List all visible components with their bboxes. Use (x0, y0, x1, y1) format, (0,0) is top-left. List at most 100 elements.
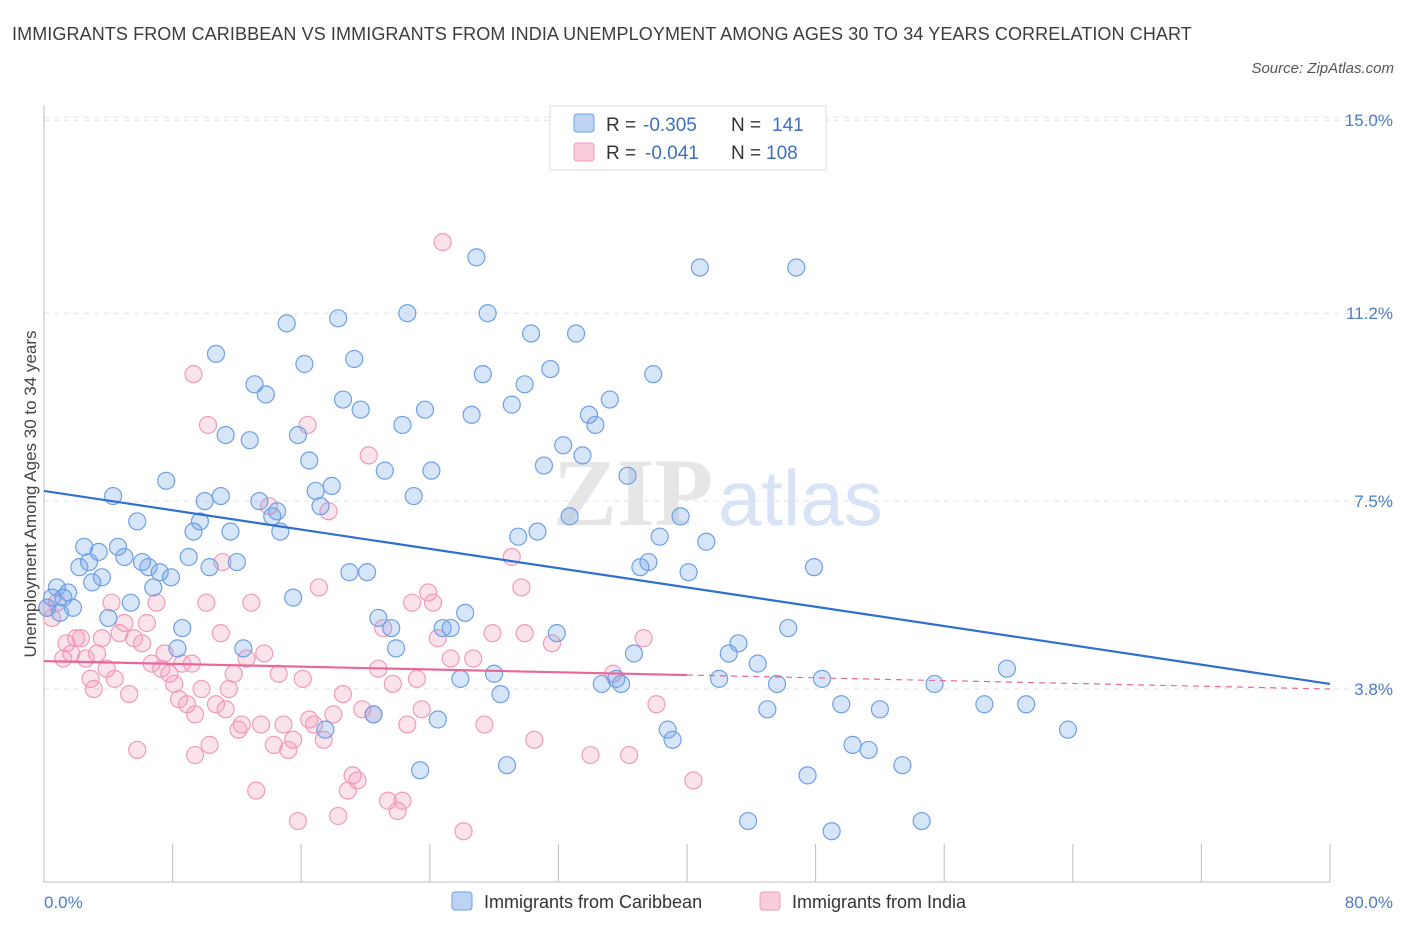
point-caribbean (99, 608, 118, 628)
point-caribbean (592, 674, 611, 694)
point-caribbean (221, 522, 240, 541)
bottom-legend: Immigrants from Caribbean Immigrants fro… (451, 891, 967, 912)
point-caribbean (738, 811, 758, 831)
point-caribbean (173, 618, 192, 638)
point-caribbean (364, 705, 383, 724)
point-india (206, 695, 226, 714)
watermark-zip: ZIP (553, 439, 713, 546)
point-caribbean (451, 669, 470, 688)
point-caribbean (316, 720, 335, 739)
point-caribbean (358, 563, 377, 582)
legend-r-value-2: -0.041 (645, 143, 699, 164)
point-caribbean (393, 415, 412, 435)
point-caribbean (893, 756, 912, 775)
point-caribbean (767, 674, 787, 694)
point-india (184, 365, 203, 384)
point-caribbean (351, 400, 370, 419)
point-caribbean (322, 476, 341, 495)
point-caribbean (456, 603, 475, 622)
point-caribbean (211, 486, 230, 506)
y-tick-label: 3.8% (1354, 680, 1393, 699)
point-caribbean (541, 359, 560, 379)
point-india (237, 649, 256, 668)
point-caribbean (108, 537, 128, 556)
point-caribbean (422, 461, 441, 480)
point-caribbean (832, 695, 851, 714)
point-india (329, 806, 348, 826)
point-india (255, 644, 274, 663)
trend-lines (43, 489, 1331, 690)
y-tick-labels: 3.8% 7.5% 11.2% 15.0% (1345, 111, 1393, 699)
point-india (197, 593, 216, 612)
point-india (684, 771, 703, 790)
point-caribbean (128, 512, 147, 531)
bottom-legend-caribbean: Immigrants from Caribbean (484, 892, 702, 912)
point-india (383, 674, 402, 694)
point-caribbean (59, 583, 78, 602)
chart-title: IMMIGRANTS FROM CARIBBEAN VS IMMIGRANTS … (12, 24, 1192, 44)
point-india (647, 695, 666, 714)
point-india (247, 781, 266, 800)
point-caribbean (139, 558, 158, 577)
point-india (304, 715, 324, 734)
point-india (224, 664, 243, 683)
point-india (353, 700, 372, 719)
point-india (219, 679, 238, 699)
point-india (84, 679, 103, 699)
bottom-legend-swatch-india (759, 891, 781, 911)
point-india (128, 740, 147, 760)
legend-swatch-india (573, 142, 595, 162)
point-india (192, 679, 211, 699)
point-caribbean (284, 588, 303, 607)
point-caribbean (121, 593, 140, 612)
point-india (359, 446, 378, 465)
point-india (515, 624, 534, 643)
point-india (160, 664, 179, 683)
legend: R = -0.305 N = 141 R = -0.041 N = 108 (549, 105, 827, 171)
point-caribbean (240, 431, 259, 450)
point-india (120, 684, 139, 704)
point-caribbean (748, 654, 767, 673)
point-india (433, 233, 452, 252)
point-caribbean (256, 385, 275, 404)
point-caribbean (497, 756, 517, 775)
point-caribbean (671, 507, 690, 526)
legend-swatch-caribbean (573, 113, 595, 133)
point-caribbean (150, 563, 169, 582)
trend-line-india (43, 659, 688, 677)
point-caribbean (161, 568, 181, 587)
point-caribbean (467, 248, 486, 267)
point-india (412, 700, 431, 719)
point-india (398, 715, 417, 734)
point-caribbean (184, 522, 203, 541)
legend-n-label-2: N = (731, 143, 761, 164)
series-india (38, 233, 703, 841)
point-india (211, 624, 230, 643)
point-india (293, 669, 312, 688)
point-caribbean (822, 822, 841, 841)
point-caribbean (515, 375, 534, 394)
point-caribbean (554, 436, 573, 455)
point-caribbean (843, 735, 862, 754)
point-india (279, 740, 298, 760)
point-caribbean (386, 639, 406, 658)
point-caribbean (639, 552, 658, 572)
point-caribbean (644, 365, 663, 384)
trend-line-india-extension (686, 674, 1331, 690)
point-caribbean (729, 634, 748, 653)
point-india (92, 629, 111, 648)
point-caribbean (611, 674, 631, 694)
point-caribbean (925, 674, 944, 694)
point-india (274, 715, 293, 734)
point-india (110, 624, 129, 643)
point-india (57, 634, 76, 653)
point-caribbean (600, 390, 619, 409)
point-caribbean (157, 471, 176, 490)
point-caribbean (509, 527, 528, 546)
point-caribbean (491, 684, 510, 704)
legend-n-value-1: 141 (772, 115, 804, 136)
point-caribbean (473, 365, 492, 384)
point-india (67, 629, 86, 648)
point-india (200, 735, 219, 754)
